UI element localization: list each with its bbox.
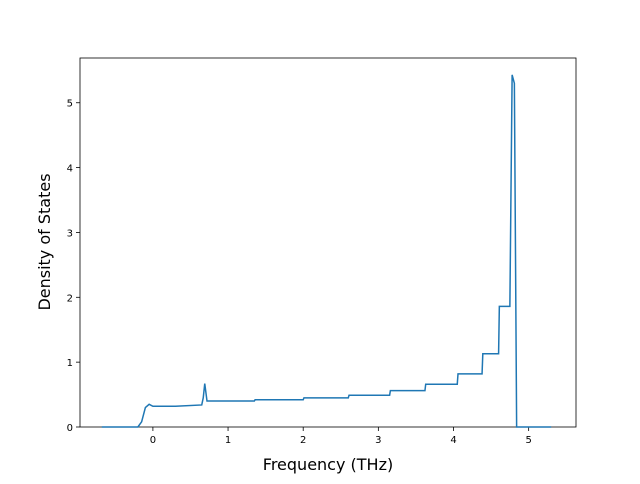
y-tick-label: 4 (67, 164, 73, 175)
x-tick-label: 2 (300, 435, 306, 446)
plot-frame (79, 57, 577, 428)
y-tick-label: 5 (67, 99, 73, 110)
x-tick-label: 5 (525, 435, 531, 446)
y-tick-label: 0 (67, 423, 73, 434)
y-tick-label: 1 (67, 358, 73, 369)
x-tick-label: 1 (225, 435, 231, 446)
x-axis-title: Frequency (THz) (263, 455, 393, 474)
x-tick-label: 0 (150, 435, 156, 446)
x-tick-label: 4 (450, 435, 456, 446)
y-tick-label: 3 (67, 228, 73, 239)
data-line (101, 74, 552, 428)
y-tick-label: 2 (67, 293, 73, 304)
x-tick-label: 3 (375, 435, 381, 446)
y-axis-title: Density of States (35, 173, 54, 310)
